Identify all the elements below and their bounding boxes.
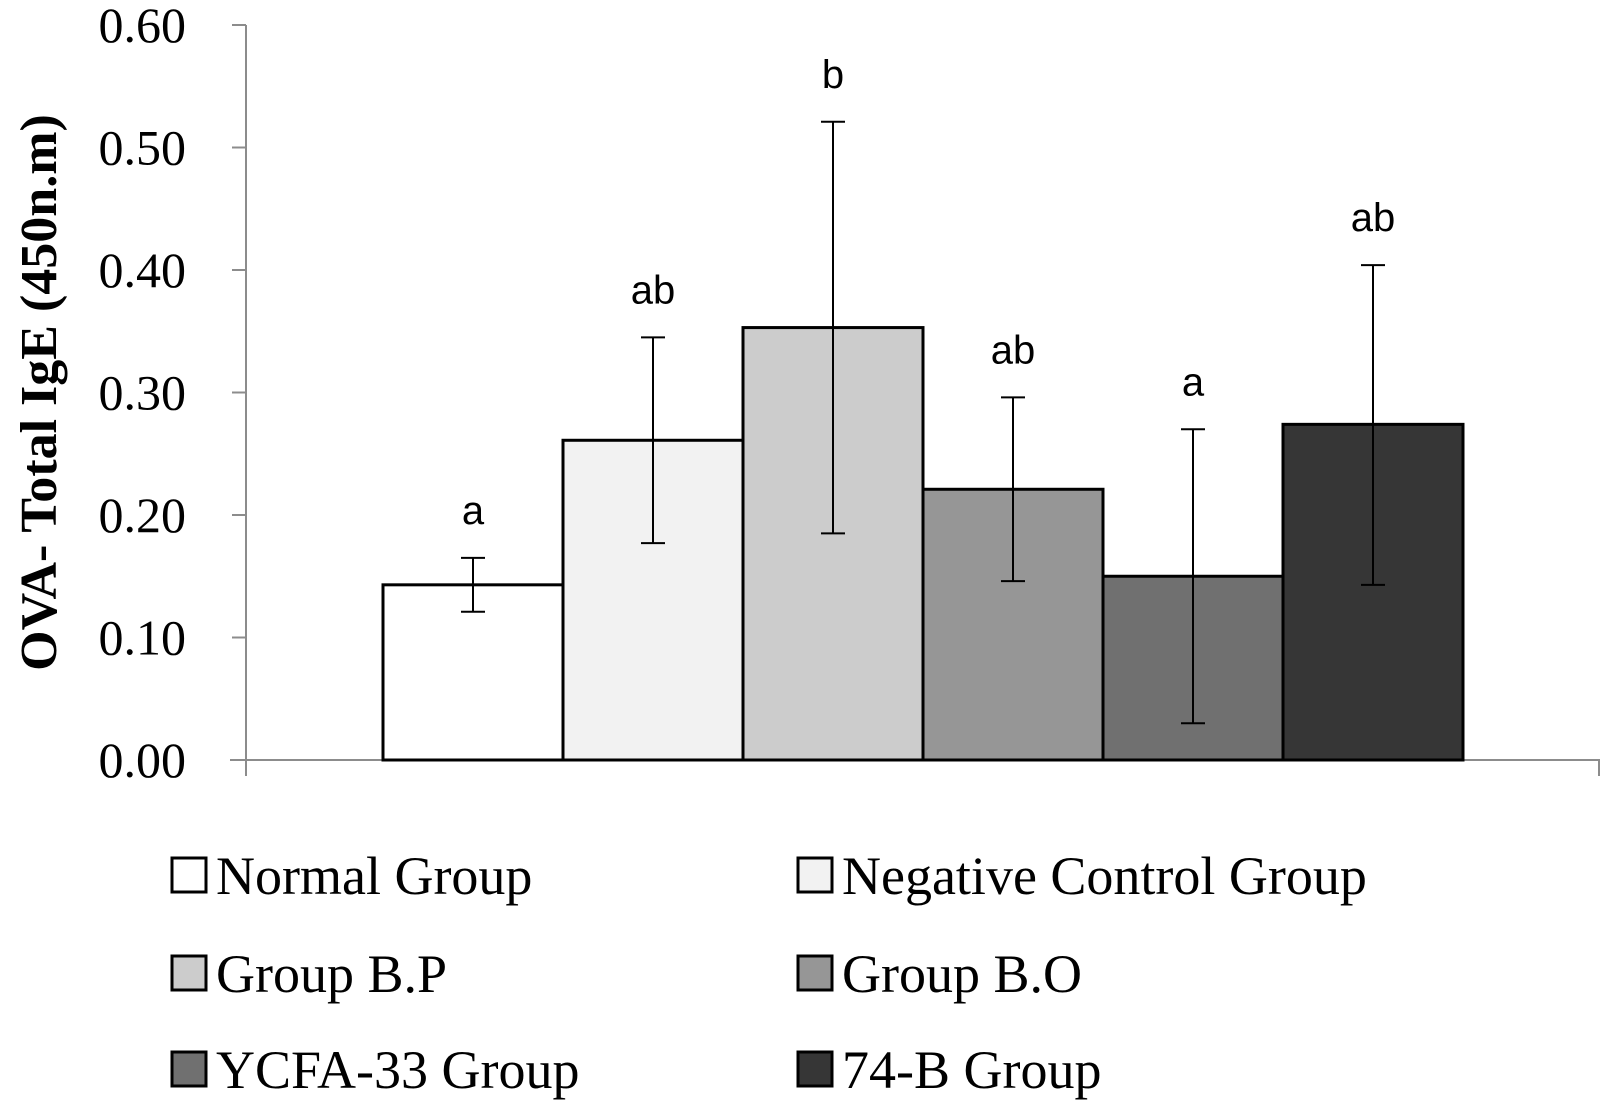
legend-swatch [170,954,208,992]
y-tick-label: 0.40 [99,242,187,298]
legend-item-4: Group B.O [796,944,1082,1004]
legend-item-5: YCFA-33 Group [170,1040,580,1100]
significance-label-4: ab [991,328,1036,372]
legend-item-3: Group B.P [170,944,447,1004]
legend-swatch [796,856,834,894]
error-bar-3 [821,120,845,535]
legend-swatch [170,1050,208,1088]
legend-swatch [796,1050,834,1088]
error-bar-6 [1361,264,1385,586]
significance-label-6: ab [1351,196,1396,240]
significance-label-2: ab [631,268,676,312]
legend-swatch [170,856,208,894]
significance-labels: a ab b ab a ab [462,53,1395,533]
y-tick-label: 0.00 [99,732,187,788]
y-tick-label: 0.10 [99,610,187,666]
legend-item-1: Normal Group [170,846,532,906]
significance-label-5: a [1182,360,1205,404]
legend-label: YCFA-33 Group [216,1040,580,1100]
legend-label: Negative Control Group [842,846,1367,906]
significance-label-1: a [462,489,485,533]
significance-label-3: b [822,53,844,97]
error-bar-5 [1181,428,1205,725]
axes: 0.00 0.10 0.20 0.30 0.40 0.50 0.60 OVA- Total I… [11,0,1600,788]
error-bar-2 [641,336,665,545]
error-bar-1 [461,556,485,613]
legend-label: Group B.O [842,944,1082,1004]
y-tick-label: 0.30 [99,365,187,421]
legend-label: 74-B Group [842,1040,1101,1100]
error-bar-4 [1001,396,1025,583]
legend-item-6: 74-B Group [796,1040,1101,1100]
y-tick-label: 0.50 [99,120,187,176]
y-axis-title: OVA- Total IgE (450n.m) [11,114,68,671]
legend-label: Group B.P [216,944,447,1004]
legend-swatch [796,954,834,992]
y-tick-label: 0.20 [99,487,187,543]
legend-item-2: Negative Control Group [796,846,1367,906]
legend-label: Normal Group [216,846,532,906]
y-tick-label: 0.60 [99,0,187,53]
error-bars [461,120,1385,725]
legend: Normal Group Negative Control Group Group … [170,846,1367,1100]
bars [381,326,1465,762]
